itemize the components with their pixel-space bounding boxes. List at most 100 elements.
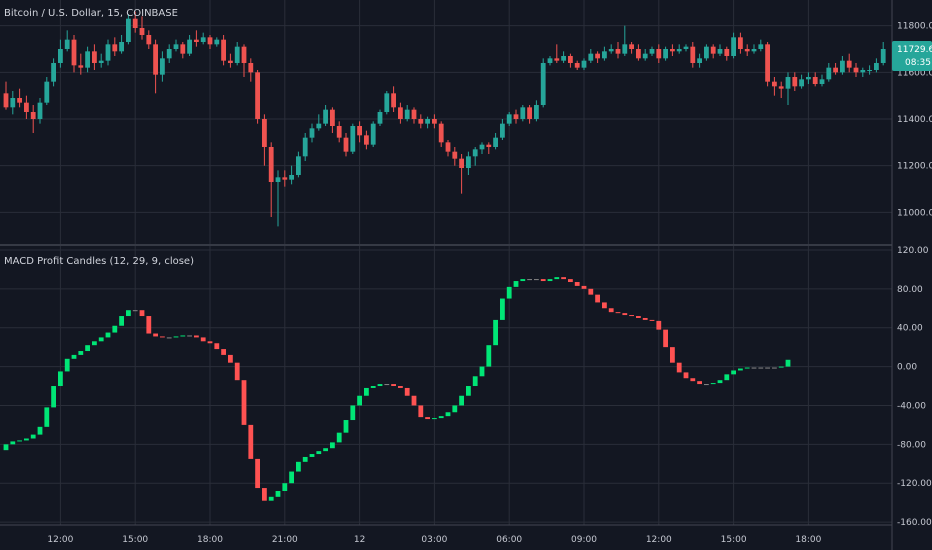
price-candle-body (350, 126, 356, 152)
price-candle-body (391, 93, 396, 108)
price-candle-body (44, 81, 50, 103)
price-candle-body (384, 93, 390, 112)
macd-candle (187, 335, 192, 337)
macd-axis[interactable]: -160.00 -120.00 -80.00 -40.00 0.00 40.00 80.00… (897, 246, 932, 528)
macd-candle (64, 358, 70, 372)
price-candle-body (758, 44, 764, 49)
macd-candle (98, 337, 104, 342)
macd-candle (500, 298, 505, 320)
macd-candle (221, 349, 226, 355)
macd-candle (772, 367, 777, 369)
macd-candle (132, 310, 138, 312)
macd-candle (602, 302, 607, 309)
price-candle-body (860, 70, 866, 73)
macd-candle (10, 441, 16, 445)
price-candle-body (826, 67, 832, 80)
indicator-title[interactable]: MACD Profit Candles (12, 29, 9, close) (4, 256, 194, 267)
price-candle-body (105, 44, 111, 61)
time-tick-label: 15:00 (122, 535, 148, 545)
macd-candle (459, 395, 464, 406)
macd-candle (717, 380, 723, 384)
price-candle-body (833, 67, 838, 73)
macd-candle (418, 405, 424, 418)
time-tick-label: 15:00 (721, 535, 747, 545)
price-candle-body (608, 49, 614, 52)
macd-candle (44, 407, 50, 427)
macd-candle (554, 277, 560, 280)
price-candle-body (119, 42, 124, 52)
macd-candle (173, 336, 179, 338)
price-candle-body (663, 49, 668, 59)
price-candle-body (173, 44, 179, 49)
macd-candle (432, 418, 437, 420)
bar-countdown: 08:35 (905, 58, 931, 68)
price-candle-body (214, 39, 220, 45)
macd-candle (568, 279, 573, 283)
price-candle-body (629, 44, 634, 49)
price-candle-body (466, 156, 471, 168)
price-candle-body (642, 53, 648, 59)
price-candle-body (792, 77, 798, 87)
price-tick-label: 11400.00 (897, 115, 932, 125)
price-candle-body (772, 81, 777, 87)
macd-candle (160, 336, 165, 338)
price-candle-body (364, 135, 369, 145)
price-candle-body (683, 46, 689, 49)
time-tick-label: 03:00 (421, 535, 447, 545)
price-tick-label: 11600.00 (897, 68, 932, 78)
time-tick-label: 12 (354, 535, 365, 545)
macd-candle (778, 366, 784, 368)
price-candle-body (697, 58, 702, 63)
price-candle-body (670, 49, 675, 52)
macd-candle (547, 279, 553, 282)
time-axis[interactable]: 12:00 15:00 18:00 21:00 12 03:00 06:00 09:00 12:… (47, 535, 821, 545)
price-candle-body (146, 35, 152, 45)
price-candle-body (452, 151, 458, 159)
price-candle-body (30, 112, 36, 119)
macd-candle (445, 412, 451, 417)
macd-candle (506, 286, 512, 299)
macd-candle (296, 461, 301, 472)
price-candle-body (486, 144, 492, 147)
price-candle-body (3, 93, 9, 108)
macd-candle (112, 325, 118, 333)
price-candle-body (554, 58, 560, 61)
macd-candle (30, 434, 36, 439)
macd-candle (479, 366, 485, 377)
macd-candle (636, 316, 641, 318)
price-candle-body (228, 60, 233, 63)
price-candle-body (676, 49, 682, 52)
macd-candle (710, 383, 716, 385)
macd-candle (472, 376, 478, 387)
macd-candle (302, 456, 308, 462)
price-axis[interactable]: 11000.00 11200.00 11400.00 11600.00 11800.00 (897, 22, 932, 219)
price-candle-body (139, 28, 145, 35)
price-candle-body (98, 60, 104, 63)
macd-candle (676, 362, 682, 373)
macd-candle (92, 341, 97, 346)
macd-candle (194, 335, 199, 338)
macd-candle (758, 367, 764, 369)
price-candle-body (880, 49, 886, 63)
price-candle-body (343, 137, 349, 152)
macd-candle (3, 444, 9, 451)
macd-candle (241, 380, 247, 425)
macd-candle (561, 277, 566, 280)
main-chart-title[interactable]: Bitcoin / U.S. Dollar, 15, COINBASE (4, 8, 178, 19)
macd-candle (520, 279, 526, 282)
price-candle-body (309, 128, 315, 138)
macd-candle (615, 312, 621, 314)
macd-candle (670, 347, 675, 363)
macd-candle (234, 362, 240, 381)
price-candle-body (323, 109, 328, 124)
macd-candle (309, 454, 315, 457)
time-tick-label: 09:00 (571, 535, 597, 545)
price-candle-body (561, 56, 566, 61)
macd-candle (282, 483, 288, 491)
macd-candle (785, 359, 791, 367)
macd-candle (588, 288, 594, 295)
price-candle-body (649, 49, 655, 54)
macd-candle (24, 438, 29, 441)
macd-candle (574, 282, 580, 286)
price-tick-label: 11200.00 (897, 162, 932, 172)
